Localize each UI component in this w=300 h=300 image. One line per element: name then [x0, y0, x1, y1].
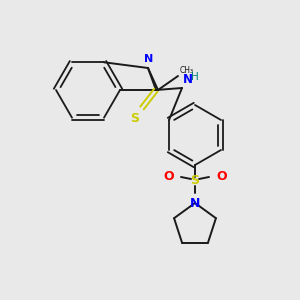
- Text: N: N: [190, 197, 200, 210]
- Text: S: S: [130, 112, 139, 125]
- Text: O: O: [216, 170, 226, 184]
- Text: N: N: [183, 73, 193, 86]
- Text: N: N: [144, 54, 154, 64]
- Text: O: O: [164, 170, 174, 184]
- Text: CH₃: CH₃: [180, 66, 194, 75]
- Text: S: S: [190, 175, 200, 188]
- Text: H: H: [191, 72, 199, 82]
